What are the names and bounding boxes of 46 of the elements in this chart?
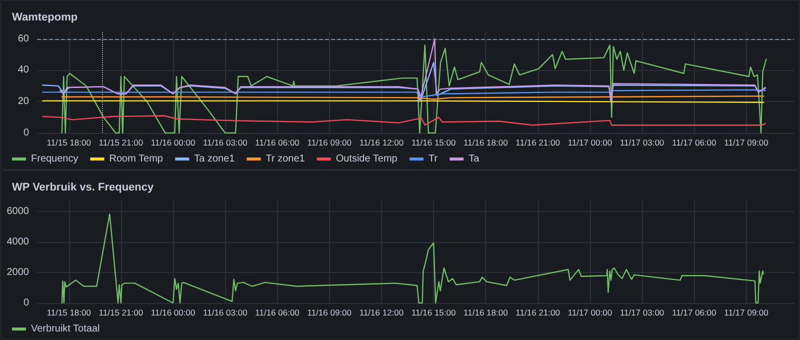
- x-tick-label: 11/16 00:00: [150, 138, 196, 148]
- y-tick-label: 2000: [6, 267, 30, 278]
- x-tick-label: 11/17 06:00: [672, 308, 717, 318]
- x-tick-label: 11/16 09:00: [307, 138, 352, 148]
- x-tick-label: 11/16 18:00: [464, 138, 508, 148]
- x-tick-label: 11/15 18:00: [46, 138, 92, 148]
- x-tick-label: 11/16 03:00: [203, 138, 248, 148]
- x-tick-label: 11/15 21:00: [98, 138, 144, 148]
- y-tick-label: 4000: [6, 236, 30, 248]
- legend-label: Verbruikt Totaal: [31, 324, 100, 334]
- x-tick-label: 11/17 09:00: [724, 138, 769, 148]
- chart-title: Wamtepomp: [12, 12, 78, 24]
- x-tick-label: 11/16 06:00: [255, 308, 300, 318]
- chart-title: WP Verbruik vs. Frequency: [12, 182, 155, 194]
- x-tick-label: 11/16 00:00: [150, 308, 196, 318]
- legend-label: Tr: [428, 154, 438, 164]
- y-tick-label: 0: [23, 298, 30, 308]
- x-tick-label: 11/16 21:00: [516, 308, 560, 318]
- x-tick-label: 11/16 03:00: [203, 308, 248, 318]
- x-tick-label: 11/15 18:00: [46, 308, 92, 318]
- legend-label: Outside Temp: [336, 154, 398, 164]
- x-tick-label: 11/16 12:00: [359, 308, 404, 318]
- x-tick-label: 11/16 15:00: [411, 138, 456, 148]
- x-tick-label: 11/16 21:00: [516, 138, 560, 148]
- x-tick-label: 11/16 09:00: [307, 308, 352, 318]
- legend-label: Frequency: [31, 154, 78, 164]
- x-tick-label: 11/17 00:00: [568, 138, 612, 148]
- x-tick-label: 11/16 18:00: [464, 308, 508, 318]
- x-tick-label: 11/16 06:00: [255, 138, 300, 148]
- legend-label: Room Temp: [109, 154, 164, 164]
- x-tick-label: 11/17 06:00: [672, 138, 717, 148]
- x-tick-label: 11/17 03:00: [620, 308, 664, 318]
- x-tick-label: 11/17 09:00: [724, 308, 769, 318]
- legend-label: Ta: [468, 154, 480, 164]
- y-tick-label: 40: [18, 64, 30, 76]
- legend-label: Tr zone1: [266, 154, 306, 164]
- y-tick-label: 60: [18, 33, 30, 44]
- x-tick-label: 11/16 15:00: [411, 308, 456, 318]
- legend-label: Ta zone1: [194, 154, 236, 164]
- y-tick-label: 6000: [6, 206, 30, 218]
- x-tick-label: 11/17 03:00: [620, 138, 664, 148]
- y-tick-label: 20: [18, 96, 30, 108]
- x-tick-label: 11/17 00:00: [568, 308, 612, 318]
- x-tick-label: 11/15 21:00: [98, 308, 144, 318]
- y-tick-label: 0: [23, 128, 30, 138]
- x-tick-label: 11/16 12:00: [359, 138, 404, 148]
